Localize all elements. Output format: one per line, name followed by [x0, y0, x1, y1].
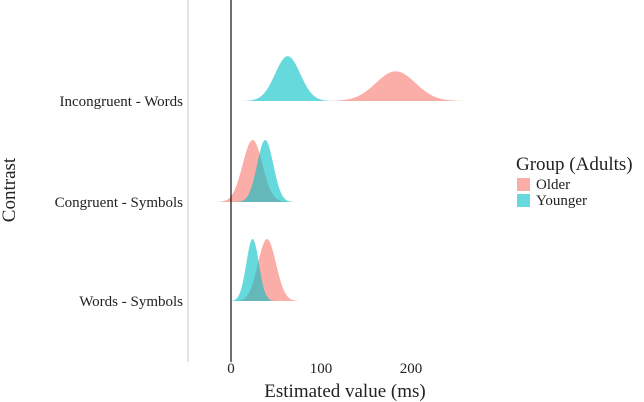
x-tick-label: 100	[310, 361, 333, 377]
x-tick-labels: 0 100 200	[227, 361, 422, 377]
y-tick-labels: Words - Symbols Congruent - Symbols Incong…	[55, 94, 183, 310]
y-axis-title: Contrast	[0, 157, 20, 222]
y-tick-label: Words - Symbols	[79, 294, 183, 310]
legend-label-younger: Younger	[536, 193, 587, 209]
density-older-incongruent-words	[330, 71, 467, 101]
x-tick-label: 0	[227, 361, 235, 377]
density-younger-incongruent-words	[238, 56, 338, 101]
legend-swatch-older	[517, 178, 530, 191]
density-younger-congruent-symbols	[235, 140, 296, 202]
legend-label-older: Older	[536, 177, 570, 193]
x-tick-label: 200	[400, 361, 423, 377]
y-tick-label: Incongruent - Words	[60, 94, 184, 110]
legend-title: Group (Adults)	[516, 154, 633, 175]
y-tick-label: Congruent - Symbols	[55, 195, 183, 211]
x-axis-title: Estimated value (ms)	[264, 381, 425, 402]
density-ridges	[213, 56, 467, 301]
density-younger-words-symbols	[231, 239, 275, 301]
legend-swatch-younger	[517, 194, 530, 207]
